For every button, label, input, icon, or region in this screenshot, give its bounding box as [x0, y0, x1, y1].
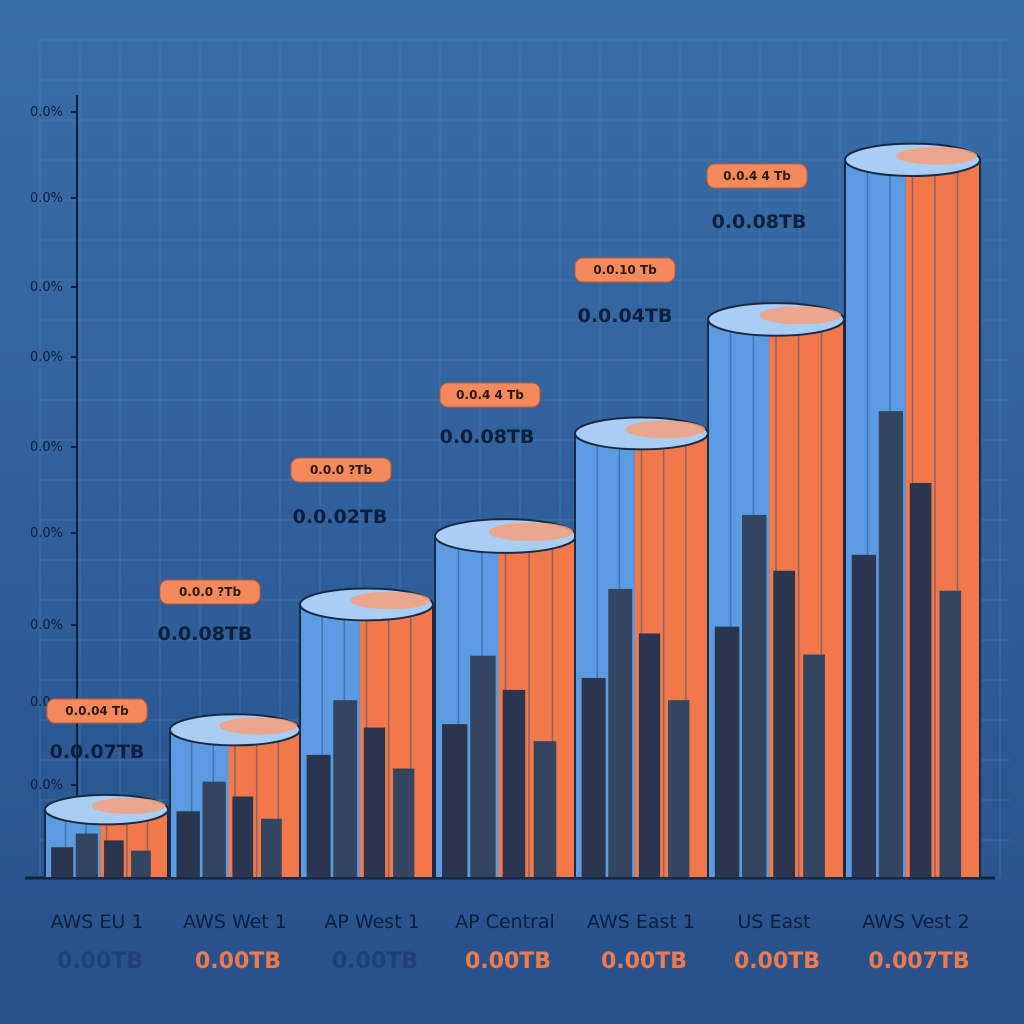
y-tick-label: 0.0% — [30, 280, 63, 295]
bar-inner-column — [939, 590, 962, 878]
value-tag — [290, 457, 392, 483]
bar-inner-column — [131, 850, 151, 878]
category-label: AWS Wet 1 — [183, 911, 287, 933]
value-tag-text: 0.0.0 ?Tb — [179, 585, 241, 599]
bar-cap-highlight — [759, 306, 842, 325]
bar-cap-highlight — [896, 146, 978, 165]
bar-top-value: 0.0.04TB — [578, 305, 673, 327]
bar-inner-column — [742, 514, 767, 878]
bar-inner-column — [533, 741, 557, 878]
y-tick-label: 0.0% — [30, 618, 63, 633]
bar-inner-column — [261, 818, 282, 878]
bar-inner-column — [851, 554, 877, 878]
bar-inner-column — [232, 796, 254, 878]
bar — [169, 713, 301, 879]
category-value: 0.00TB — [601, 949, 687, 974]
bar-inner-column — [803, 654, 825, 878]
bar-cap-highlight — [91, 797, 166, 815]
bar-inner-column — [470, 655, 496, 878]
bar-inner-column — [442, 724, 468, 878]
y-tick-label: 0.0% — [30, 191, 63, 206]
value-tag — [159, 579, 261, 605]
bar-inner-column — [75, 833, 98, 878]
bar-inner-column — [909, 482, 932, 878]
bar — [707, 302, 845, 879]
bar-inner-column — [878, 411, 904, 878]
bar-inner-column — [202, 781, 226, 878]
value-tag — [574, 257, 676, 283]
bar-top-value: 0.0.08TB — [712, 211, 807, 233]
bar-cap-highlight — [219, 717, 298, 735]
labels: AWS EU 1 AWS Wet 1 AP West 1 AP Central AWS … — [46, 163, 970, 974]
bar — [44, 793, 169, 879]
category-value: 0.00TB — [332, 949, 418, 974]
value-tag-text: 0.0.4 4 Tb — [456, 388, 524, 402]
bar — [299, 587, 434, 880]
bars — [44, 142, 981, 880]
bar-inner-column — [104, 840, 124, 878]
category-label: AP Central — [455, 911, 555, 933]
category-label: AWS EU 1 — [51, 911, 144, 933]
value-tag-text: 0.0.10 Tb — [593, 263, 657, 277]
bar-inner-column — [773, 570, 796, 878]
bar-inner-column — [51, 847, 74, 878]
bar-cap-highlight — [350, 591, 431, 610]
y-tick-label: 0.0% — [30, 350, 63, 365]
value-tag-text: 0.0.4 4 Tb — [723, 169, 791, 183]
value-tag-text: 0.0.0 ?Tb — [310, 463, 372, 477]
y-tick-label: 0.0 — [30, 695, 51, 710]
value-tag — [706, 163, 808, 189]
bar-inner-column — [714, 626, 740, 878]
bar — [844, 142, 981, 880]
bar-inner-column — [393, 768, 415, 878]
bar-inner-column — [333, 700, 358, 878]
category-value: 0.00TB — [195, 949, 281, 974]
bar — [574, 416, 709, 879]
bar-inner-column — [363, 727, 386, 878]
bar-top-value: 0.0.08TB — [158, 623, 253, 645]
bar-inner-column — [668, 700, 690, 878]
category-label: US East — [737, 911, 810, 933]
bar-top-value: 0.0.08TB — [440, 426, 535, 448]
bar-inner-column — [502, 689, 526, 878]
y-tick-label: 0.0% — [30, 526, 63, 541]
y-tick-label: 0.0% — [30, 105, 63, 120]
bar-cap-highlight — [488, 522, 574, 542]
bar — [434, 518, 577, 879]
category-value: 0.00TB — [465, 949, 551, 974]
bar-top-value: 0.0.02TB — [293, 506, 388, 528]
category-label: AWS Vest 2 — [862, 911, 970, 933]
bar-inner-column — [608, 589, 633, 878]
value-tag-text: 0.0.04 Tb — [65, 704, 129, 718]
value-tag — [439, 382, 541, 408]
bar-cap-highlight — [625, 420, 706, 439]
bar-inner-column — [638, 633, 661, 878]
bar-inner-column — [176, 811, 200, 878]
bar-inner-column — [306, 754, 331, 878]
value-tag — [46, 698, 148, 724]
y-tick-label: 0.0% — [30, 778, 63, 793]
category-label: AWS East 1 — [587, 911, 695, 933]
category-label: AP West 1 — [324, 911, 419, 933]
bar-inner-column — [581, 677, 606, 878]
bar-top-value: 0.0.07TB — [50, 741, 145, 763]
category-value: 0.007TB — [868, 949, 969, 974]
category-value: 0.00TB — [57, 949, 143, 974]
category-value: 0.00TB — [734, 949, 820, 974]
y-tick-label: 0.0% — [30, 440, 63, 455]
